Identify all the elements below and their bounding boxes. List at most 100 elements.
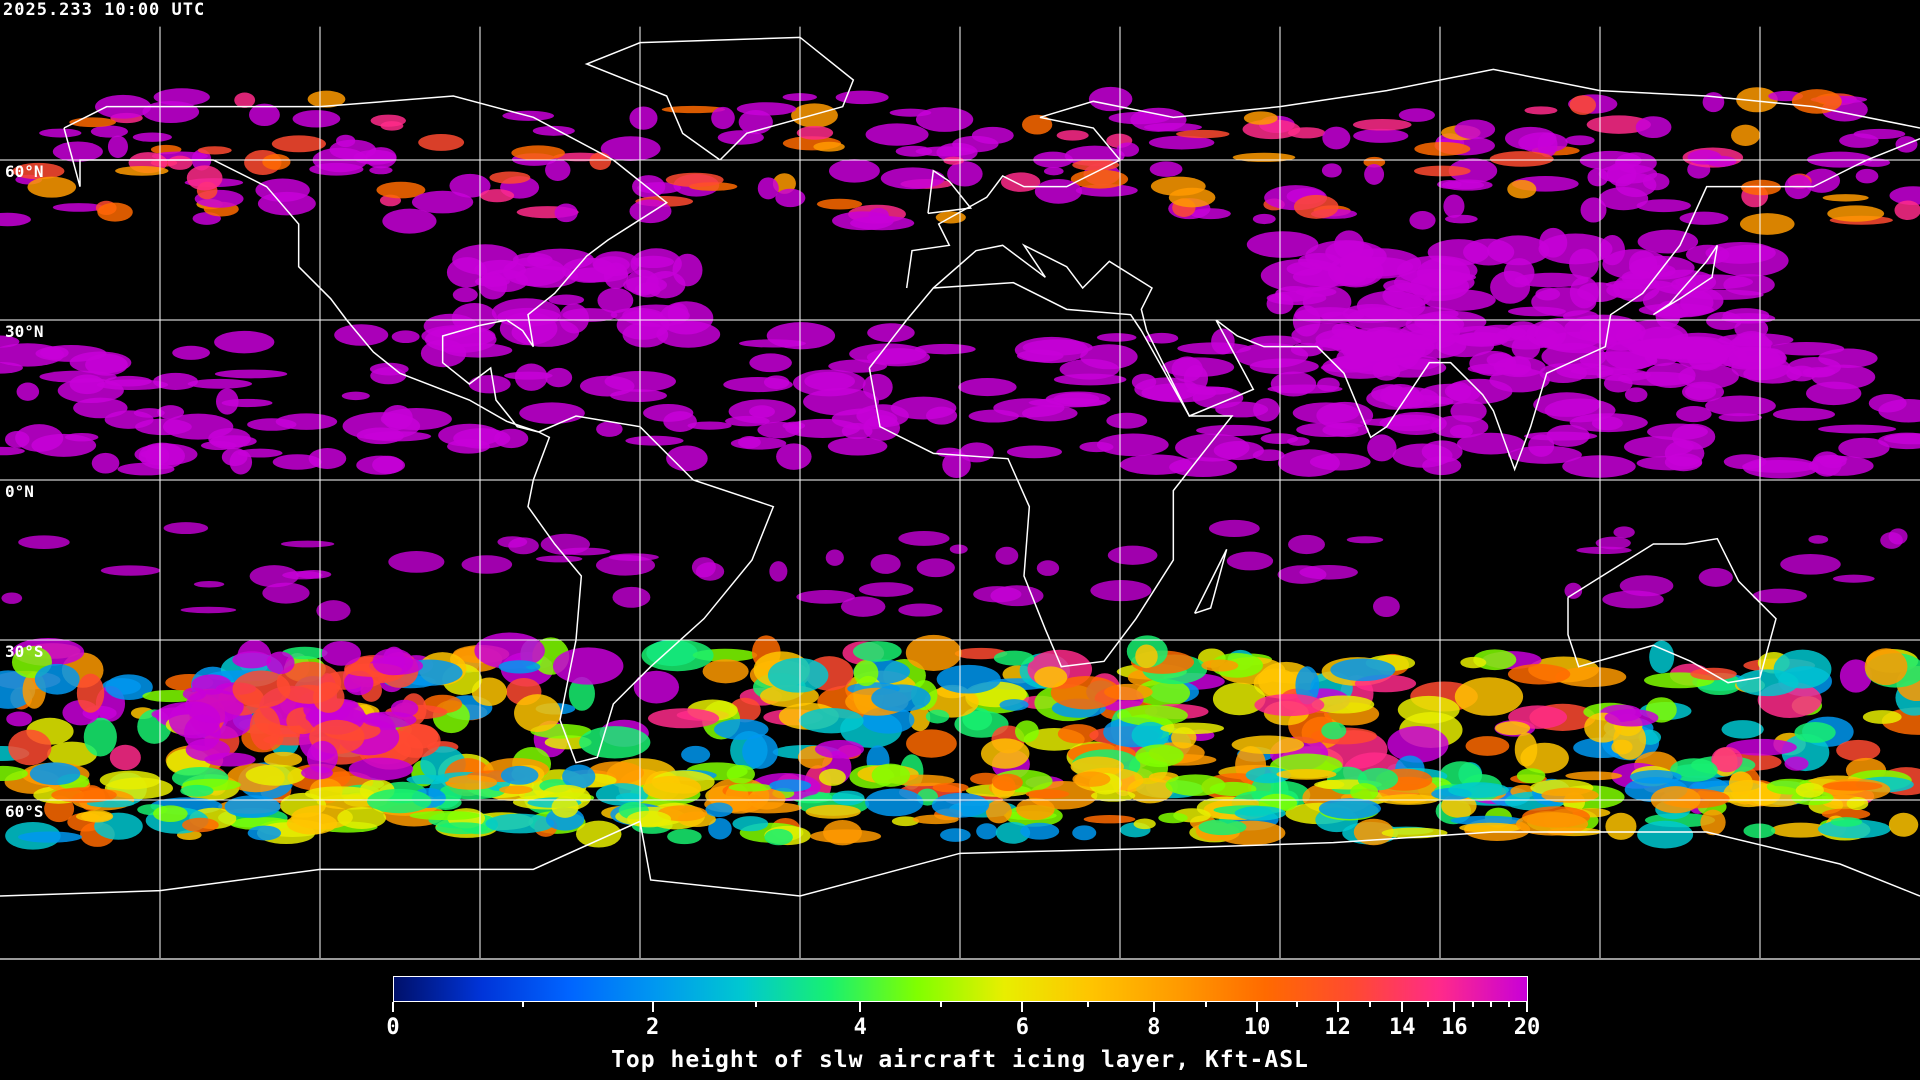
cloud-patch (447, 439, 490, 454)
cloud-patch (370, 114, 406, 127)
cloud-patch (307, 90, 346, 108)
cloud-patch (271, 135, 326, 153)
colorbar-major-tick (1401, 1002, 1404, 1012)
cloud-patch (367, 788, 432, 814)
cloud-patch (1072, 825, 1097, 841)
cloud-patch (663, 411, 697, 432)
cloud-patch (766, 322, 836, 350)
cloud-patch (266, 651, 295, 675)
cloud-patch (1702, 92, 1725, 113)
cloud-patch (732, 816, 769, 832)
cloud-patch (491, 298, 561, 327)
cloud-patch (633, 670, 680, 704)
cloud-patch (1190, 208, 1231, 220)
cloud-patch (1839, 133, 1879, 148)
cloud-patch (1838, 437, 1890, 459)
cloud-patch (1131, 721, 1170, 749)
cloud-patch (814, 740, 864, 759)
cloud-patch (792, 369, 866, 397)
cloud-patch (1773, 649, 1832, 689)
cloud-patch (1288, 534, 1325, 555)
cloud-patch (418, 134, 465, 151)
cloud-patch (262, 582, 310, 604)
cloud-patch (723, 377, 793, 393)
cloud-patch (1293, 194, 1339, 219)
cloud-patch (775, 188, 806, 208)
cloud-patch (871, 684, 931, 712)
cloud-patch (1022, 405, 1078, 422)
cloud-patch (1, 592, 23, 604)
cloud-patch (1791, 89, 1842, 114)
cloud-patch (372, 648, 414, 676)
cloud-patch (1414, 142, 1471, 156)
cloud-patch (936, 664, 1001, 694)
colorbar-major-tick (1021, 1002, 1024, 1012)
cloud-patch (832, 790, 865, 806)
colorbar-tick-label: 20 (1513, 1015, 1541, 1040)
cloud-patch (172, 345, 210, 360)
cloud-patch (1135, 644, 1158, 669)
cloud-patch (551, 796, 579, 818)
cloud-patch (1131, 373, 1157, 391)
cloud-patch (1605, 339, 1658, 371)
cloud-patch (180, 784, 214, 797)
cloud-patch (1135, 744, 1184, 768)
cloud-patch (316, 600, 351, 622)
cloud-patch (91, 452, 120, 474)
cloud-patch (1822, 194, 1869, 202)
cloud-patch (29, 762, 81, 786)
cloud-patch (980, 738, 1030, 769)
cloud-patch (943, 156, 964, 165)
cloud-patch (1739, 213, 1795, 235)
cloud-patch (411, 190, 474, 214)
cloud-patch (1711, 746, 1743, 773)
cloud-patch (1794, 722, 1836, 743)
cloud-patch (1599, 234, 1626, 266)
cloud-patch (1565, 771, 1623, 781)
cloud-patch (468, 375, 511, 394)
cloud-patch (1196, 424, 1272, 436)
cloud-patch (157, 405, 185, 420)
cloud-patch (186, 165, 223, 191)
cloud-patch (1386, 411, 1447, 436)
colorbar-major-tick (1256, 1002, 1259, 1012)
cloud-patch (1106, 412, 1148, 429)
colorbar-major-tick (651, 1002, 654, 1012)
cloud-patch (1743, 823, 1776, 839)
cloud-patch (1367, 434, 1397, 462)
cloud-patch (1136, 678, 1191, 708)
cloud-patch (818, 768, 846, 786)
cloud-patch (1535, 287, 1561, 301)
cloud-patch (1795, 782, 1824, 798)
cloud-patch (666, 445, 708, 472)
colorbar-minor-tick (1427, 1002, 1430, 1007)
cloud-patch (1083, 815, 1136, 824)
latitude-label: 30°N (5, 322, 44, 341)
cloud-patch (1736, 87, 1778, 113)
cloud-patch (971, 126, 1014, 145)
cloud-patch (370, 367, 407, 385)
cloud-patch (702, 659, 749, 684)
cloud-patch (142, 100, 200, 124)
cloud-patch (1322, 422, 1370, 438)
colorbar-tick-label: 8 (1147, 1015, 1161, 1040)
cloud-patch (1232, 152, 1296, 162)
cloud-patch (767, 657, 829, 693)
cloud-patch (304, 786, 375, 802)
cloud-patch (255, 178, 310, 202)
cloud-patch (823, 819, 862, 846)
cloud-patch (1569, 276, 1599, 309)
cloud-patch (629, 106, 658, 130)
cloud-patch (1487, 235, 1550, 266)
cloud-patch (435, 822, 488, 835)
cloud-patch (245, 764, 306, 786)
cloud-patch (382, 208, 437, 234)
cloud-patch (334, 324, 389, 346)
cloud-patch (109, 744, 141, 771)
cloud-patch (796, 590, 855, 604)
cloud-patch (1734, 318, 1769, 340)
cloud-patch (949, 544, 968, 554)
cloud-patch (168, 701, 221, 739)
colorbar-major-tick (859, 1002, 862, 1012)
cloud-patch (1372, 361, 1401, 381)
